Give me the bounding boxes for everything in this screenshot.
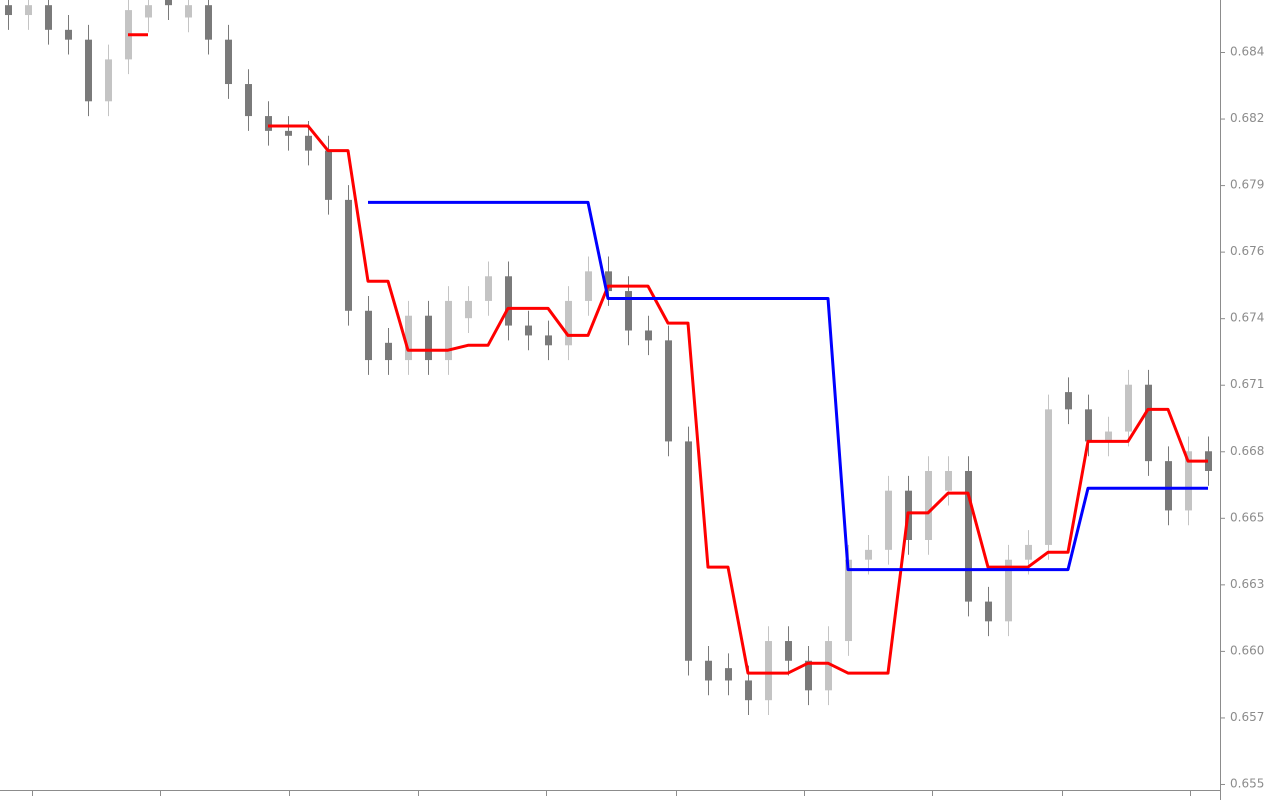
candle-body — [685, 441, 692, 661]
candle-body — [165, 0, 172, 6]
candle-body — [925, 470, 932, 540]
candle-body — [585, 271, 592, 301]
candle-body — [845, 559, 852, 642]
candle-body — [1185, 451, 1192, 511]
candle-body — [225, 39, 232, 85]
candle-body — [865, 549, 872, 560]
y-tick-label: 0.660 — [1230, 643, 1264, 657]
candle-body — [5, 5, 12, 16]
candle-body — [565, 300, 572, 346]
candle-body — [745, 680, 752, 701]
y-tick-label: 0.665 — [1230, 510, 1264, 524]
candle-body — [85, 39, 92, 102]
candle-body — [605, 271, 612, 292]
candle-body — [625, 291, 632, 331]
candle-body — [425, 315, 432, 361]
candle-body — [1025, 544, 1032, 560]
candle-body — [105, 59, 112, 102]
candle-body — [665, 340, 672, 442]
y-tick-label: 0.655 — [1230, 776, 1264, 790]
candle-body — [965, 470, 972, 602]
candle-body — [805, 660, 812, 691]
y-tick-label: 0.668 — [1230, 444, 1264, 458]
candle-body — [1205, 451, 1212, 471]
candle-body — [705, 660, 712, 681]
candle-body — [25, 5, 32, 16]
candle-body — [1105, 431, 1112, 442]
candle-body — [1145, 384, 1152, 462]
candle-body — [325, 150, 332, 200]
candle-body — [185, 5, 192, 18]
y-tick-label: 0.679 — [1230, 178, 1264, 192]
y-tick-label: 0.671 — [1230, 377, 1264, 391]
y-tick-label: 0.676 — [1230, 244, 1264, 258]
candle-body — [45, 5, 52, 30]
candle-body — [285, 130, 292, 136]
candle-body — [1065, 392, 1072, 410]
candle-body — [1165, 461, 1172, 511]
candle-body — [1085, 409, 1092, 442]
candle-body — [305, 135, 312, 151]
candle-body — [365, 310, 372, 361]
candle-body — [825, 641, 832, 691]
indicator-line — [368, 200, 1208, 572]
price-axis: 0.655 0.657 0.660 0.663 0.665 0.668 0.671 0.674… — [1220, 45, 1264, 790]
candle-body — [885, 490, 892, 550]
candle-body — [785, 641, 792, 661]
candle-body — [505, 276, 512, 326]
candle-body — [485, 276, 492, 301]
candle-body — [1045, 409, 1052, 545]
candle-body — [265, 116, 272, 131]
candle-body — [545, 335, 552, 346]
candle-body — [65, 29, 72, 40]
y-tick-label: 0.684 — [1230, 45, 1264, 59]
candle-body — [645, 330, 652, 341]
candle-body — [205, 5, 212, 40]
y-tick-label: 0.657 — [1230, 710, 1264, 724]
candle-body — [725, 668, 732, 681]
candle-body — [945, 470, 952, 491]
y-tick-label: 0.674 — [1230, 311, 1264, 325]
candle-body — [405, 315, 412, 361]
candle-body — [1125, 384, 1132, 432]
time-axis-ticks — [32, 790, 1191, 796]
y-tick-label: 0.663 — [1230, 577, 1264, 591]
y-tick-label: 0.682 — [1230, 111, 1264, 125]
candle-body — [1005, 559, 1012, 622]
candle-body — [145, 5, 152, 18]
candle-body — [445, 300, 452, 361]
candle-body — [465, 300, 472, 319]
candle-body — [525, 325, 532, 336]
plot-area — [5, 0, 1212, 715]
candle-body — [765, 641, 772, 701]
candle-body — [245, 84, 252, 117]
candle-body — [345, 199, 352, 311]
candle-body — [385, 342, 392, 361]
indicator-line — [128, 33, 1208, 675]
candle-body — [985, 601, 992, 622]
